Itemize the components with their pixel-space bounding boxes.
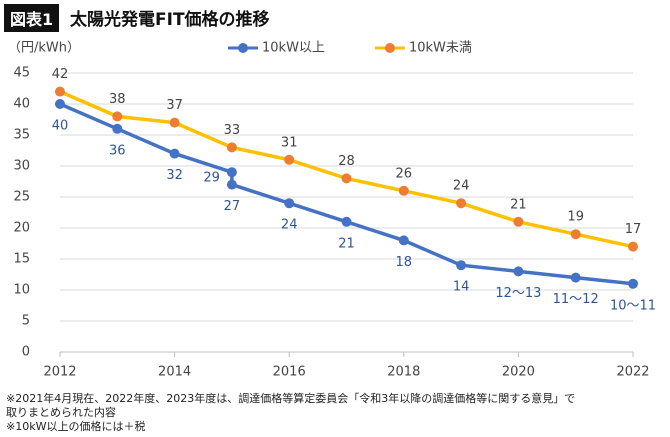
value-label: 17 — [625, 222, 642, 237]
value-label: 31 — [281, 135, 298, 150]
point — [341, 173, 352, 184]
badge: 図表1 — [4, 4, 60, 32]
value-label: 26 — [396, 166, 413, 181]
point — [513, 266, 524, 277]
value-label: 24 — [453, 179, 470, 194]
value-label: 18 — [396, 255, 413, 270]
y-tick-label: 45 — [13, 66, 30, 81]
point — [628, 241, 638, 252]
note: 取りまとめられた内容 — [6, 406, 116, 419]
y-tick-label: 0 — [22, 345, 30, 360]
x-tick-label: 2022 — [616, 365, 649, 380]
point — [398, 185, 409, 196]
y-tick-label: 10 — [13, 283, 30, 298]
value-label: 10〜11 — [610, 298, 656, 313]
point — [55, 99, 65, 109]
series-line — [59, 102, 634, 286]
value-label: 12〜13 — [495, 286, 541, 301]
legend-marker — [384, 43, 395, 53]
value-label: 36 — [109, 143, 126, 158]
value-label: 11〜12 — [553, 292, 599, 307]
y-tick-label: 5 — [22, 314, 30, 329]
point — [55, 86, 65, 97]
y-tick-label: 40 — [13, 97, 30, 112]
value-label: 40 — [52, 119, 69, 134]
x-tick-label: 2020 — [502, 365, 535, 380]
value-label: 19 — [567, 210, 584, 225]
point — [284, 154, 295, 165]
note: ※10kW以上の価格には＋税 — [6, 420, 146, 433]
value-label: 38 — [109, 92, 126, 107]
value-label: 32 — [166, 168, 183, 183]
point — [226, 142, 237, 153]
chart-title: 太陽光発電FIT価格の推移 — [70, 10, 270, 30]
value-label: 24 — [281, 218, 298, 233]
y-tick-label: 25 — [13, 190, 30, 205]
value-label: 28 — [338, 154, 355, 169]
point — [284, 198, 295, 209]
legend-label: 10kW未満 — [409, 41, 472, 56]
point — [112, 111, 123, 122]
x-tick-label: 2014 — [158, 365, 191, 380]
value-label: 29 — [203, 171, 220, 186]
legend-label: 10kW以上 — [262, 41, 325, 56]
point — [456, 260, 467, 271]
y-tick-label: 35 — [13, 128, 30, 143]
point — [456, 198, 467, 209]
notes: ※2021年4月現在、2022年度、2023年度は、調達価格等算定委員会「令和3… — [6, 392, 575, 434]
point — [226, 179, 237, 190]
x-tick-label: 2012 — [43, 365, 76, 380]
point — [226, 167, 237, 178]
point — [570, 229, 581, 240]
note: ※2021年4月現在、2022年度、2023年度は、調達価格等算定委員会「令和3… — [6, 392, 576, 405]
value-label: 27 — [224, 199, 241, 214]
point — [169, 148, 180, 159]
value-label: 42 — [52, 67, 69, 82]
x-tick-label: 2018 — [387, 365, 420, 380]
point — [112, 123, 123, 134]
value-label: 14 — [453, 280, 470, 295]
point — [398, 235, 409, 246]
x-tick-label: 2016 — [273, 365, 306, 380]
legend-marker — [238, 43, 248, 53]
point — [570, 272, 581, 283]
y-tick-label: 30 — [13, 159, 30, 174]
point — [513, 216, 524, 227]
point — [169, 117, 180, 128]
value-label: 21 — [338, 236, 355, 251]
point — [628, 278, 638, 289]
y-tick-label: 15 — [13, 252, 30, 267]
value-label: 21 — [510, 197, 527, 212]
y-tick-label: 20 — [13, 221, 30, 236]
value-label: 33 — [224, 123, 241, 138]
point — [341, 216, 352, 227]
y-axis-label: （円/kWh） — [8, 41, 80, 56]
value-label: 37 — [166, 98, 183, 113]
